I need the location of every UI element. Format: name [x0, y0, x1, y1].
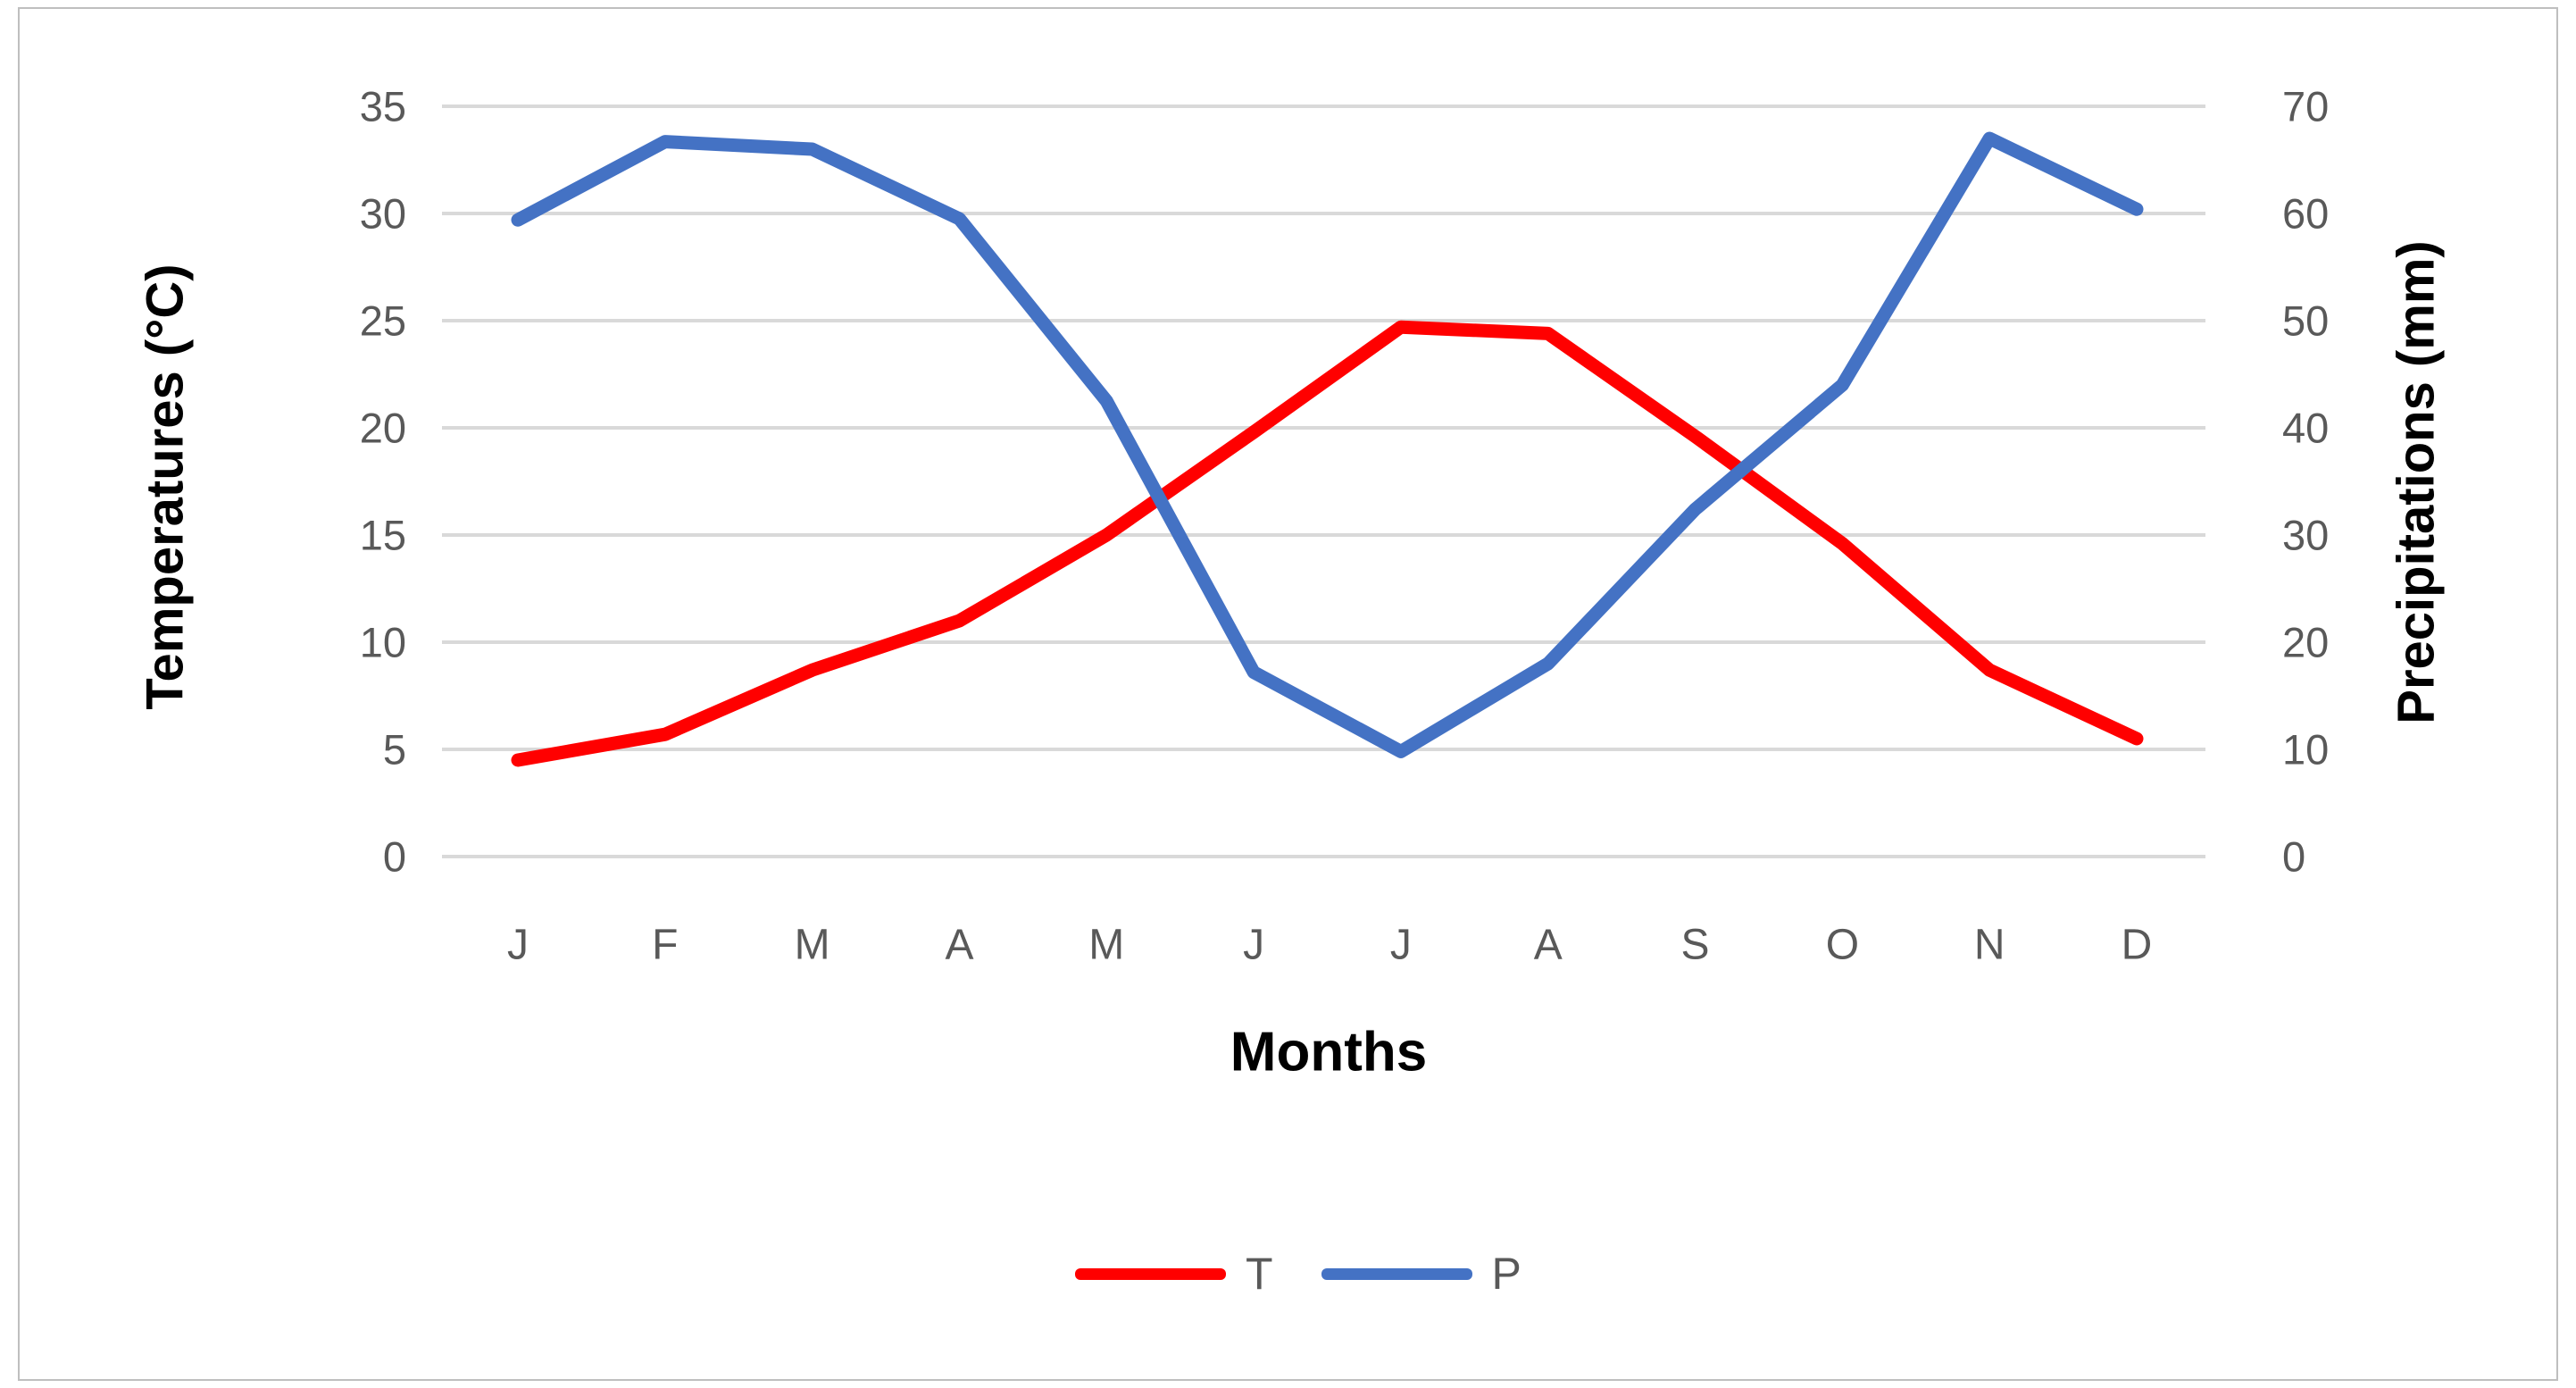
left-axis-tick-label: 35: [360, 83, 406, 130]
x-axis-tick-label: S: [1681, 922, 1710, 969]
right-axis-tick-label: 50: [2282, 297, 2329, 345]
left-axis-tick-label: 15: [360, 512, 406, 559]
x-axis-tick-label: A: [1534, 922, 1563, 969]
left-axis-tick-label: 10: [360, 619, 406, 666]
x-axis-tick-label: M: [795, 922, 830, 969]
legend-label-temperature: T: [1246, 1249, 1273, 1299]
x-axis-tick-label: J: [1243, 922, 1264, 969]
x-axis-tick-label: J: [1390, 922, 1412, 969]
right-axis-tick-label: 60: [2282, 190, 2329, 238]
chart-legend: T P: [1075, 1248, 1521, 1300]
legend-item-precipitation: P: [1321, 1248, 1521, 1300]
legend-label-precipitation: P: [1491, 1249, 1521, 1299]
left-axis-tick-label: 25: [360, 297, 406, 345]
right-axis-tick-label: 40: [2282, 405, 2329, 452]
x-axis-tick-label: M: [1088, 922, 1124, 969]
x-axis-title: Months: [1230, 1021, 1428, 1083]
x-axis-tick-label: J: [507, 922, 529, 969]
x-axis-tick-label: N: [1974, 922, 2005, 969]
right-axis-tick-label: 10: [2282, 726, 2329, 773]
x-axis-tick-label: F: [652, 922, 678, 969]
left-axis-tick-label: 30: [360, 190, 406, 238]
right-axis-tick-label: 70: [2282, 83, 2329, 130]
right-axis-tick-label: 0: [2282, 833, 2305, 881]
precipitation-line-swatch: [1321, 1267, 1472, 1280]
x-axis-tick-label: D: [2122, 922, 2153, 969]
legend-item-temperature: T: [1075, 1248, 1273, 1300]
right-axis-tick-label: 20: [2282, 619, 2329, 666]
left-axis-tick-label: 0: [383, 833, 406, 881]
temperature-line-swatch: [1075, 1267, 1226, 1280]
left-axis-tick-label: 5: [383, 726, 406, 773]
precipitation-line: [511, 131, 2144, 758]
x-axis-tick-label: O: [1826, 922, 1859, 969]
x-axis-tick-label: A: [945, 922, 973, 969]
right-axis-title: Precipitations (mm): [2387, 240, 2446, 724]
right-axis-tick-label: 30: [2282, 512, 2329, 559]
temperature-line: [511, 320, 2144, 767]
left-axis-title: Temperatures (°C): [136, 263, 195, 710]
left-axis-tick-label: 20: [360, 405, 406, 452]
